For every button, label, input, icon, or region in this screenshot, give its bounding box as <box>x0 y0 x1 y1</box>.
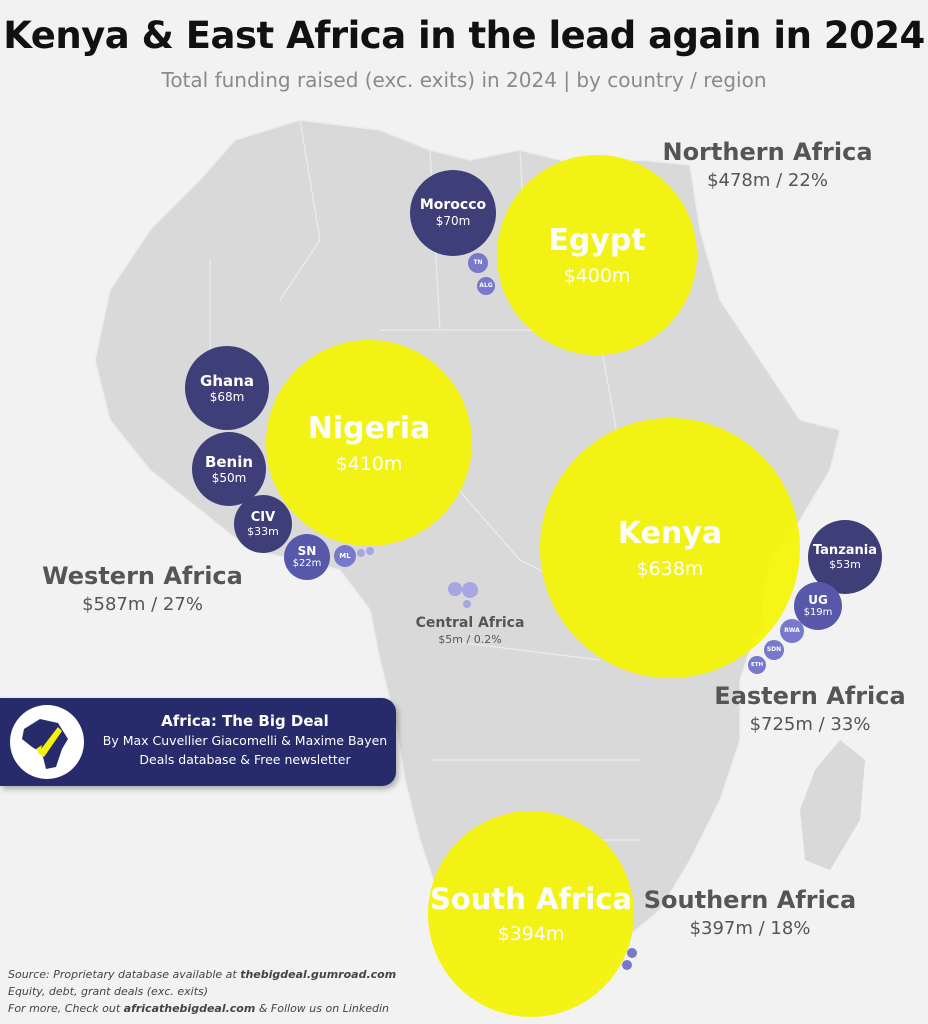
bubble-alg: ALG <box>477 277 495 295</box>
country-value: $19m <box>803 607 833 619</box>
region-eastern: Eastern Africa $725m / 33% <box>705 682 915 735</box>
bubble-civ: CIV $33m <box>234 495 292 553</box>
country-name: SDN <box>766 646 782 654</box>
bubble-ug: UG $19m <box>794 582 842 630</box>
country-name: Morocco <box>419 197 487 214</box>
country-value: $638m <box>636 557 704 580</box>
bubble-small-country <box>627 948 637 958</box>
country-name: ETH <box>750 661 764 668</box>
country-name: TN <box>473 259 483 267</box>
country-name: ALG <box>479 282 493 290</box>
country-value: $22m <box>292 558 322 570</box>
bubble-kenya: Kenya $638m <box>540 418 800 678</box>
bubble-morocco: Morocco $70m <box>410 170 496 256</box>
region-value: $725m / 33% <box>749 714 871 735</box>
banner-title: Africa: The Big Deal <box>161 712 329 730</box>
country-name: South Africa <box>429 882 633 917</box>
region-value: $587m / 27% <box>82 594 203 615</box>
page-title: Kenya & East Africa in the lead again in… <box>3 14 925 57</box>
country-name: CIV <box>250 509 276 525</box>
source-text: For more, Check out <box>8 1002 124 1015</box>
source-link[interactable]: thebigdeal.gumroad.com <box>240 968 397 981</box>
region-northern: Northern Africa $478m / 22% <box>660 138 875 191</box>
country-name: UG <box>808 592 828 607</box>
source-scope: Equity, debt, grant deals (exc. exits) <box>8 985 209 998</box>
country-value: $50m <box>211 470 247 485</box>
bubble-egypt: Egypt $400m <box>497 155 697 355</box>
country-value: $33m <box>247 525 279 539</box>
country-name: Egypt <box>548 222 646 258</box>
bubble-small-country <box>357 549 365 557</box>
region-central: Central Africa $5m / 0.2% <box>405 615 535 646</box>
country-value: $70m <box>435 214 471 229</box>
bubble-eth: ETH <box>748 656 766 674</box>
bubble-tanzania: Tanzania $53m <box>808 520 882 594</box>
banner-tagline: Deals database & Free newsletter <box>139 752 351 767</box>
country-name: Benin <box>204 452 254 471</box>
country-value: $410m <box>335 452 403 475</box>
country-name: Kenya <box>617 515 723 551</box>
country-name: RWA <box>784 627 800 635</box>
country-value: $400m <box>563 264 631 287</box>
region-value: $397m / 18% <box>689 918 811 939</box>
africa-landmass <box>94 119 841 1001</box>
bubble-rwa: RWA <box>780 619 804 643</box>
region-name: Southern Africa <box>643 886 857 914</box>
africa-rocket-logo-icon <box>10 705 84 779</box>
bubble-sdn: SDN <box>764 640 784 660</box>
region-name: Eastern Africa <box>714 682 906 710</box>
banner-authors: By Max Cuvellier Giacomelli & Maxime Bay… <box>102 733 388 748</box>
bubble-small-country <box>448 582 462 596</box>
bubble-small-country <box>366 547 374 555</box>
source-text: & Follow us on Linkedin <box>255 1002 389 1015</box>
source-note: Source: Proprietary database available a… <box>8 966 396 1017</box>
country-name: SN <box>297 543 317 558</box>
country-name: Nigeria <box>307 410 431 446</box>
region-name: Central Africa <box>415 615 525 631</box>
bubble-ghana: Ghana $68m <box>185 346 269 430</box>
country-name: ML <box>339 551 351 560</box>
region-name: Northern Africa <box>662 138 873 166</box>
bubble-nigeria: Nigeria $410m <box>266 340 472 546</box>
page-subtitle: Total funding raised (exc. exits) in 202… <box>161 68 767 92</box>
region-southern: Southern Africa $397m / 18% <box>640 886 860 939</box>
region-name: Western Africa <box>42 562 243 590</box>
country-name: Ghana <box>200 371 254 390</box>
bubble-small-country <box>462 582 478 598</box>
madagascar-landmass <box>800 740 865 870</box>
country-name: Tanzania <box>812 542 878 558</box>
bubble-small-country <box>622 960 632 970</box>
region-western: Western Africa $587m / 27% <box>35 562 250 615</box>
brand-banner[interactable]: Africa: The Big Deal By Max Cuvellier Gi… <box>0 698 396 786</box>
bubble-south-africa: South Africa $394m <box>428 811 634 1017</box>
region-value: $5m / 0.2% <box>438 633 502 646</box>
bubble-sn: SN $22m <box>284 534 330 580</box>
country-value: $68m <box>209 389 245 404</box>
bubble-tn: TN <box>468 253 488 273</box>
bubble-benin: Benin $50m <box>192 432 266 506</box>
region-value: $478m / 22% <box>707 170 828 191</box>
bubble-ml: ML <box>334 545 356 567</box>
source-text: Source: Proprietary database available a… <box>8 968 241 981</box>
bubble-small-country <box>463 600 471 608</box>
country-value: $53m <box>829 558 861 572</box>
website-link[interactable]: africathebigdeal.com <box>123 1002 256 1015</box>
country-value: $394m <box>497 923 565 945</box>
